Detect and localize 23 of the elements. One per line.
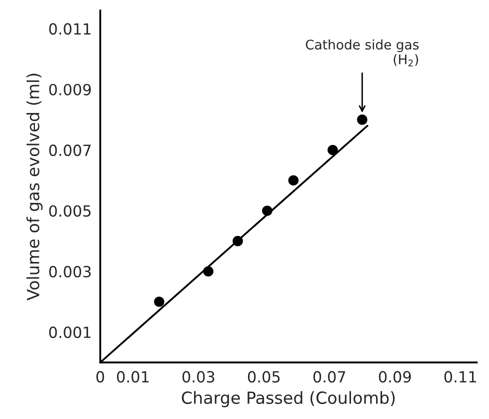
point <box>232 236 243 246</box>
y-tick-label: 0.011 <box>49 23 90 35</box>
annotation: Cathode side gas (H$_{2}$) <box>306 39 419 66</box>
x-tick-label: 0 <box>96 371 104 383</box>
x-tick-label: 0.11 <box>444 371 476 383</box>
y-tick-label: 0.009 <box>49 84 91 96</box>
y-tick-label: 0.005 <box>49 205 91 217</box>
point <box>357 114 368 125</box>
y-axis-title: Volume of gas evolved (ml) <box>26 74 43 300</box>
point <box>154 296 164 307</box>
x-axis-title: Charge Passed (Coulomb) <box>182 391 395 408</box>
point <box>328 144 338 156</box>
y-tick-label: 0.003 <box>49 266 91 278</box>
y-tick-label: 0.007 <box>49 144 91 156</box>
x-tick-label: 0.01 <box>116 371 149 383</box>
x-tick-label: 0.05 <box>248 371 280 383</box>
x-tick-label: 0.07 <box>313 371 346 383</box>
point <box>288 175 299 186</box>
x-tick-label: 0.03 <box>182 371 214 383</box>
x-tick-label: 0.09 <box>378 371 411 383</box>
point <box>203 266 214 277</box>
point <box>262 206 272 216</box>
y-tick-label: 0.001 <box>49 326 90 338</box>
